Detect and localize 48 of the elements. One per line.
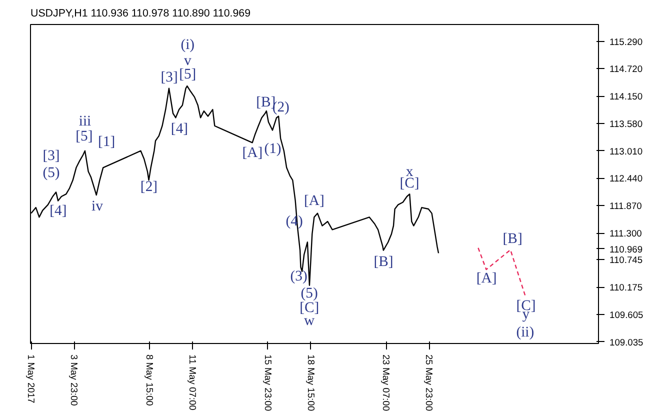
- y-tick-label: 111.870: [610, 201, 642, 212]
- y-tick-label: 112.440: [610, 174, 643, 184]
- annotation: [3]: [42, 148, 60, 164]
- y-tick-label: 114.720: [610, 64, 643, 74]
- annotation: [A]: [304, 192, 324, 209]
- annotation: iii: [78, 113, 92, 130]
- annotation: [A]: [476, 270, 497, 287]
- y-tick-label: 113.010: [610, 146, 643, 156]
- y-tick-label: 110.969: [610, 244, 643, 254]
- x-tick-label: 15 May 23:00: [262, 354, 273, 412]
- x-tick-label: 8 May 15:00: [144, 354, 154, 406]
- annotation: [B]: [374, 254, 394, 270]
- annotation: [B]: [502, 231, 522, 248]
- annotation: (i): [180, 37, 195, 54]
- annotation: [4]: [50, 202, 67, 219]
- x-tick-label: 18 May 15:00: [306, 354, 316, 412]
- annotation: (3): [290, 268, 308, 285]
- annotation: (5): [42, 164, 60, 181]
- annotation: [2]: [140, 178, 158, 195]
- x-tick-label: 3 May 23:00: [69, 354, 80, 406]
- annotation: [A]: [242, 145, 263, 162]
- annotation: [C]: [300, 300, 320, 316]
- y-tick-label: 115.290: [610, 36, 643, 47]
- x-tick-label: 25 May 23:00: [424, 354, 434, 412]
- annotation: [3]: [160, 69, 178, 86]
- annotation: [1]: [98, 134, 116, 150]
- x-tick-label: 23 May 07:00: [381, 354, 392, 412]
- annotation: (5): [300, 286, 318, 302]
- y-tick-label: 109.605: [610, 310, 644, 320]
- y-tick-label: 114.150: [610, 92, 643, 102]
- annotation: w: [304, 313, 316, 330]
- y-tick-label: 110.745: [610, 255, 643, 266]
- x-tick-label: 11 May 07:00: [188, 354, 198, 410]
- y-tick-label: 113.580: [610, 118, 643, 129]
- y-tick-label: 111.300: [610, 228, 642, 239]
- x-tick-label: 1 May 2017: [26, 354, 36, 404]
- chart-title: USDJPY,H1 110.936 110.978 110.890 110.969: [30, 8, 251, 20]
- annotation: [4]: [170, 120, 188, 137]
- annotation: v: [184, 52, 192, 69]
- line-series: [478, 247, 527, 298]
- y-tick-label: 109.035: [610, 337, 644, 348]
- annotation: [5]: [76, 128, 93, 144]
- annotation: [C]: [400, 176, 420, 192]
- annotation: (1): [264, 140, 282, 157]
- annotation: (ii): [516, 324, 534, 341]
- annotation: [5]: [179, 66, 196, 82]
- annotation: iv: [91, 198, 104, 215]
- y-tick-label: 110.175: [610, 282, 643, 293]
